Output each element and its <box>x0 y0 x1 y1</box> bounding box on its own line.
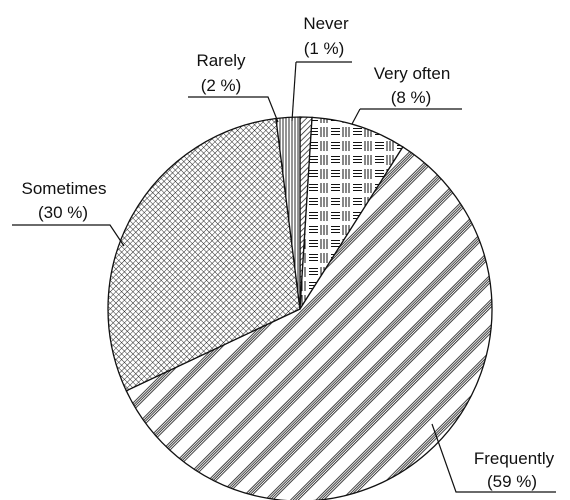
label-very-often-pct: (8 %) <box>391 88 432 107</box>
pie-slice-frequently <box>125 145 493 500</box>
leader-line-very-often-tick <box>351 108 361 125</box>
label-frequently-pct: (59 %) <box>487 472 537 491</box>
label-frequently: Frequently <box>474 449 555 468</box>
label-never: Never <box>303 14 349 33</box>
label-rarely: Rarely <box>196 51 246 70</box>
pie-slice-very-often <box>299 116 404 310</box>
label-sometimes: Sometimes <box>21 179 106 198</box>
leader-line-frequently <box>431 423 556 493</box>
pie-slice-sometimes <box>107 117 301 392</box>
label-never-pct: (1 %) <box>304 39 345 58</box>
label-rarely-pct: (2 %) <box>201 76 242 95</box>
label-sometimes-pct: (30 %) <box>38 203 88 222</box>
leader-line-rarely <box>188 96 279 123</box>
pie-slice-rarely <box>275 116 301 310</box>
leader-line-never-tick <box>291 61 297 122</box>
label-very-often: Very often <box>374 64 451 83</box>
leader-line-sometimes <box>12 224 125 247</box>
